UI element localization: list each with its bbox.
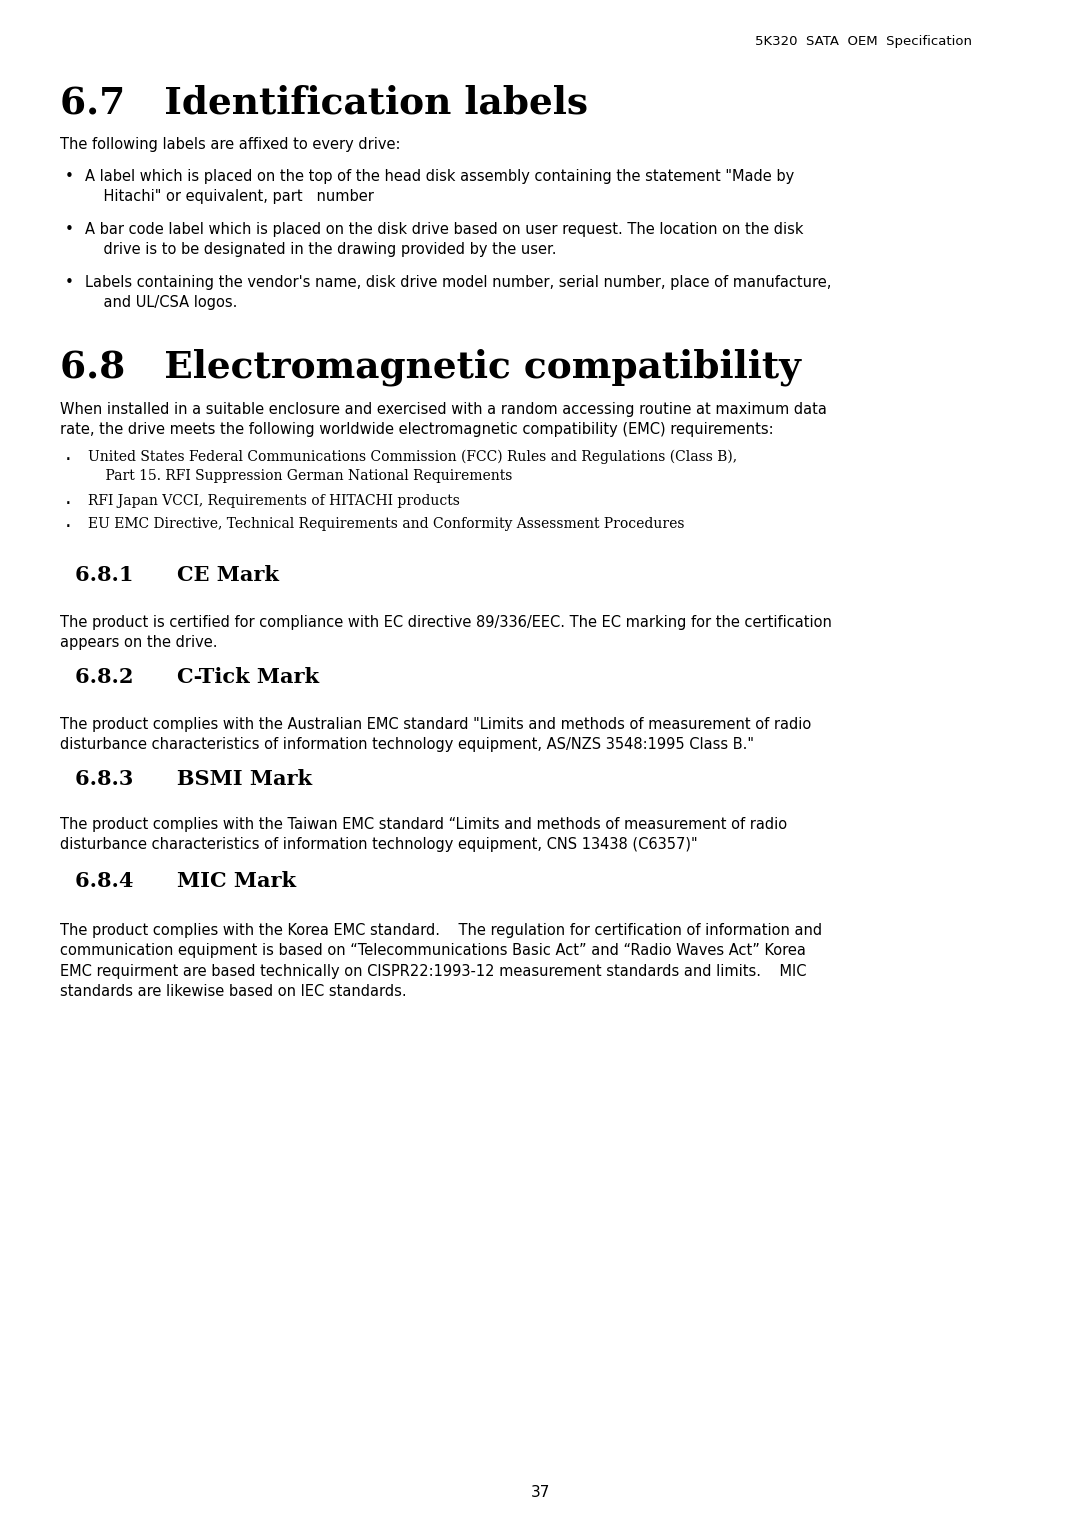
Text: A bar code label which is placed on the disk drive based on user request. The lo: A bar code label which is placed on the … (85, 221, 804, 258)
Text: •: • (65, 169, 73, 183)
Text: 6.8.3      BSMI Mark: 6.8.3 BSMI Mark (75, 770, 312, 789)
Text: 6.8   Electromagnetic compatibility: 6.8 Electromagnetic compatibility (60, 350, 801, 386)
Text: 5K320  SATA  OEM  Specification: 5K320 SATA OEM Specification (755, 35, 972, 47)
Text: Labels containing the vendor's name, disk drive model number, serial number, pla: Labels containing the vendor's name, dis… (85, 275, 832, 310)
Text: 37: 37 (530, 1484, 550, 1500)
Text: ·: · (65, 518, 71, 538)
Text: 6.8.2      C-Tick Mark: 6.8.2 C-Tick Mark (75, 667, 319, 687)
Text: A label which is placed on the top of the head disk assembly containing the stat: A label which is placed on the top of th… (85, 169, 794, 205)
Text: 6.8.1      CE Mark: 6.8.1 CE Mark (75, 565, 279, 585)
Text: The product complies with the Taiwan EMC standard “Limits and methods of measure: The product complies with the Taiwan EMC… (60, 817, 787, 852)
Text: The following labels are affixed to every drive:: The following labels are affixed to ever… (60, 137, 401, 153)
Text: •: • (65, 275, 73, 290)
Text: The product complies with the Australian EMC standard "Limits and methods of mea: The product complies with the Australian… (60, 718, 811, 753)
Text: When installed in a suitable enclosure and exercised with a random accessing rou: When installed in a suitable enclosure a… (60, 402, 827, 437)
Text: United States Federal Communications Commission (FCC) Rules and Regulations (Cla: United States Federal Communications Com… (87, 450, 738, 484)
Text: The product complies with the Korea EMC standard.    The regulation for certific: The product complies with the Korea EMC … (60, 922, 822, 999)
Text: ·: · (65, 495, 71, 515)
Text: 6.8.4      MIC Mark: 6.8.4 MIC Mark (75, 870, 296, 890)
Text: •: • (65, 221, 73, 237)
Text: The product is certified for compliance with EC directive 89/336/EEC. The EC mar: The product is certified for compliance … (60, 615, 832, 651)
Text: 6.7   Identification labels: 6.7 Identification labels (60, 86, 588, 122)
Text: RFI Japan VCCI, Requirements of HITACHI products: RFI Japan VCCI, Requirements of HITACHI … (87, 495, 460, 508)
Text: ·: · (65, 450, 71, 470)
Text: EU EMC Directive, Technical Requirements and Conformity Assessment Procedures: EU EMC Directive, Technical Requirements… (87, 518, 685, 531)
